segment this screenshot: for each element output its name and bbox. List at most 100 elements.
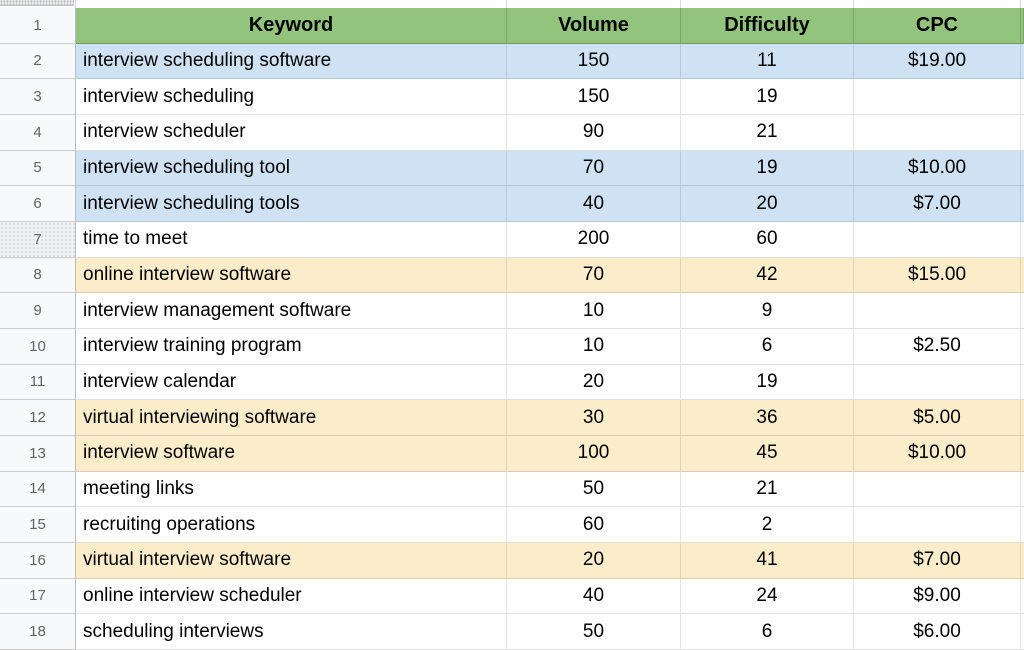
- cell-volume[interactable]: 70: [507, 257, 681, 294]
- cell-cpc[interactable]: $7.00: [854, 543, 1021, 579]
- cell-difficulty[interactable]: 41: [681, 543, 854, 579]
- cell-cpc[interactable]: $2.50: [854, 329, 1021, 365]
- cell-volume[interactable]: 20: [507, 364, 681, 401]
- cell-difficulty[interactable]: 20: [681, 186, 854, 222]
- cell-difficulty[interactable]: 21: [681, 471, 854, 508]
- next-column-sliver: [1021, 364, 1024, 401]
- header-cell-volume[interactable]: Volume: [507, 8, 681, 44]
- cell-cpc[interactable]: [854, 507, 1021, 543]
- cell-volume[interactable]: 10: [507, 329, 681, 365]
- cell-keyword[interactable]: interview scheduling tools: [76, 186, 507, 222]
- next-column-sliver: [1021, 150, 1024, 187]
- column-header-strip: [0, 0, 1024, 8]
- header-cell-keyword[interactable]: Keyword: [76, 8, 507, 44]
- cell-cpc[interactable]: [854, 115, 1021, 151]
- next-column-sliver: [1021, 43, 1024, 80]
- cell-keyword[interactable]: interview training program: [76, 329, 507, 365]
- row-number[interactable]: 8: [0, 257, 76, 294]
- cell-cpc[interactable]: [854, 79, 1021, 115]
- cell-keyword[interactable]: virtual interviewing software: [76, 400, 507, 436]
- cell-difficulty[interactable]: 36: [681, 400, 854, 436]
- cell-volume[interactable]: 100: [507, 436, 681, 472]
- cell-keyword[interactable]: virtual interview software: [76, 543, 507, 579]
- cell-difficulty[interactable]: 9: [681, 293, 854, 329]
- cell-cpc[interactable]: $15.00: [854, 257, 1021, 294]
- row-number[interactable]: 7: [0, 222, 76, 258]
- table-row: 13 interview software 100 45 $10.00: [0, 436, 1024, 472]
- cell-difficulty[interactable]: 19: [681, 364, 854, 401]
- cell-keyword[interactable]: interview management software: [76, 293, 507, 329]
- cell-volume[interactable]: 30: [507, 400, 681, 436]
- select-all-corner[interactable]: [0, 0, 74, 6]
- cell-cpc[interactable]: [854, 364, 1021, 401]
- row-number[interactable]: 3: [0, 79, 76, 115]
- table-row: 7 time to meet 200 60: [0, 222, 1024, 258]
- row-number[interactable]: 4: [0, 115, 76, 151]
- table-row: 8 online interview software 70 42 $15.00: [0, 257, 1024, 294]
- cell-keyword[interactable]: online interview software: [76, 257, 507, 294]
- cell-difficulty[interactable]: 6: [681, 614, 854, 650]
- cell-keyword[interactable]: interview scheduling tool: [76, 150, 507, 187]
- cell-volume[interactable]: 70: [507, 150, 681, 187]
- cell-cpc[interactable]: $9.00: [854, 578, 1021, 615]
- cell-volume[interactable]: 150: [507, 43, 681, 80]
- cell-difficulty[interactable]: 19: [681, 150, 854, 187]
- cell-volume[interactable]: 20: [507, 543, 681, 579]
- cell-volume[interactable]: 50: [507, 614, 681, 650]
- cell-volume[interactable]: 40: [507, 578, 681, 615]
- cell-cpc[interactable]: [854, 471, 1021, 508]
- row-number[interactable]: 1: [0, 8, 76, 44]
- row-number[interactable]: 15: [0, 507, 76, 543]
- row-number[interactable]: 5: [0, 150, 76, 187]
- cell-difficulty[interactable]: 11: [681, 43, 854, 80]
- row-number[interactable]: 16: [0, 543, 76, 579]
- row-number[interactable]: 17: [0, 578, 76, 615]
- row-number[interactable]: 2: [0, 43, 76, 80]
- cell-volume[interactable]: 10: [507, 293, 681, 329]
- cell-keyword[interactable]: time to meet: [76, 222, 507, 258]
- row-number[interactable]: 14: [0, 471, 76, 508]
- column-divider: [75, 0, 76, 8]
- cell-difficulty[interactable]: 24: [681, 578, 854, 615]
- cell-difficulty[interactable]: 6: [681, 329, 854, 365]
- cell-keyword[interactable]: interview scheduling: [76, 79, 507, 115]
- cell-keyword[interactable]: interview scheduler: [76, 115, 507, 151]
- cell-keyword[interactable]: online interview scheduler: [76, 578, 507, 615]
- cell-keyword[interactable]: meeting links: [76, 471, 507, 508]
- cell-volume[interactable]: 40: [507, 186, 681, 222]
- cell-cpc[interactable]: $7.00: [854, 186, 1021, 222]
- header-cell-difficulty[interactable]: Difficulty: [681, 8, 854, 44]
- cell-keyword[interactable]: interview software: [76, 436, 507, 472]
- cell-volume[interactable]: 150: [507, 79, 681, 115]
- cell-volume[interactable]: 50: [507, 471, 681, 508]
- cell-cpc[interactable]: [854, 293, 1021, 329]
- cell-difficulty[interactable]: 21: [681, 115, 854, 151]
- cell-difficulty[interactable]: 2: [681, 507, 854, 543]
- row-number[interactable]: 9: [0, 293, 76, 329]
- cell-difficulty[interactable]: 60: [681, 222, 854, 258]
- row-number[interactable]: 13: [0, 436, 76, 472]
- cell-difficulty[interactable]: 19: [681, 79, 854, 115]
- cell-keyword[interactable]: interview calendar: [76, 364, 507, 401]
- cell-cpc[interactable]: $10.00: [854, 436, 1021, 472]
- row-number[interactable]: 6: [0, 186, 76, 222]
- cell-volume[interactable]: 90: [507, 115, 681, 151]
- cell-cpc[interactable]: $19.00: [854, 43, 1021, 80]
- cell-difficulty[interactable]: 45: [681, 436, 854, 472]
- cell-volume[interactable]: 200: [507, 222, 681, 258]
- cell-volume[interactable]: 60: [507, 507, 681, 543]
- cell-keyword[interactable]: recruiting operations: [76, 507, 507, 543]
- cell-keyword[interactable]: interview scheduling software: [76, 43, 507, 80]
- cell-cpc[interactable]: [854, 222, 1021, 258]
- header-cell-cpc[interactable]: CPC: [854, 8, 1021, 44]
- cell-cpc[interactable]: $10.00: [854, 150, 1021, 187]
- cell-cpc[interactable]: $6.00: [854, 614, 1021, 650]
- row-number[interactable]: 11: [0, 364, 76, 401]
- row-number[interactable]: 18: [0, 614, 76, 650]
- cell-keyword[interactable]: scheduling interviews: [76, 614, 507, 650]
- cell-difficulty[interactable]: 42: [681, 257, 854, 294]
- row-number[interactable]: 10: [0, 329, 76, 365]
- row-number[interactable]: 12: [0, 400, 76, 436]
- cell-cpc[interactable]: $5.00: [854, 400, 1021, 436]
